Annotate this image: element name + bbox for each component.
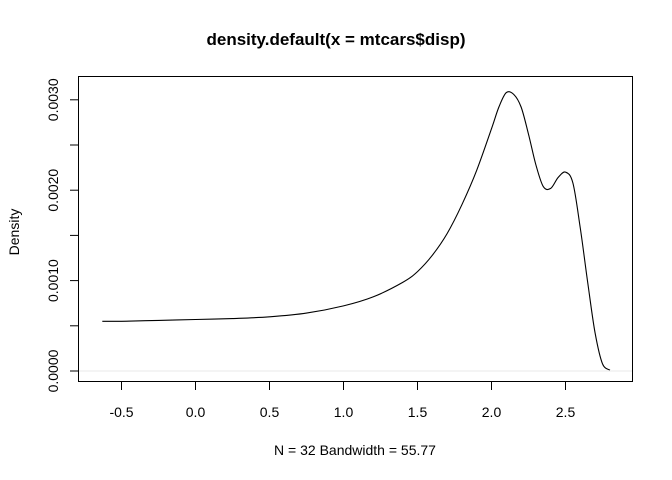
x-axis: -0.5 0.0 0.5 1.0 1.5 2.0 2.5 — [109, 382, 575, 420]
x-tick-label: 1.5 — [408, 404, 428, 420]
density-curve — [102, 91, 611, 371]
y-axis: 0.0000 0.0010 0.0020 0.0030 — [45, 78, 78, 392]
plot-frame — [78, 76, 633, 382]
x-tick-label: 0.0 — [186, 404, 206, 420]
y-tick-label: 0.0030 — [45, 78, 61, 121]
x-tick-label: 2.0 — [482, 404, 502, 420]
x-tick-label: 1.0 — [334, 404, 354, 420]
y-tick-label: 0.0020 — [45, 169, 61, 212]
x-tick-label: 0.5 — [260, 404, 280, 420]
x-axis-label: N = 32 Bandwidth = 55.77 — [274, 442, 436, 458]
y-tick-label: 0.0000 — [45, 349, 61, 392]
chart-title: density.default(x = mtcars$disp) — [206, 30, 466, 49]
y-tick-label: 0.0010 — [45, 259, 61, 302]
x-tick-label: -0.5 — [109, 404, 133, 420]
x-tick-label: 2.5 — [556, 404, 576, 420]
